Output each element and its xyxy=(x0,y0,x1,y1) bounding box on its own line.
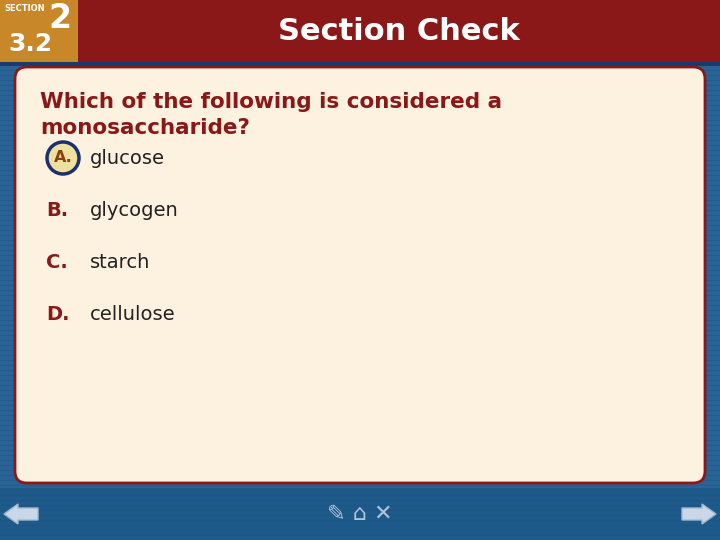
Bar xyxy=(0,62,720,66)
FancyBboxPatch shape xyxy=(15,67,705,483)
Text: 3.2: 3.2 xyxy=(8,32,52,56)
FancyArrow shape xyxy=(4,504,38,524)
Text: A.: A. xyxy=(53,151,73,165)
Bar xyxy=(0,0,78,62)
Text: Which of the following is considered a: Which of the following is considered a xyxy=(40,92,502,112)
Text: 2: 2 xyxy=(48,2,71,35)
Text: glucose: glucose xyxy=(90,148,165,167)
Circle shape xyxy=(47,142,79,174)
Bar xyxy=(0,488,720,540)
Bar xyxy=(0,0,720,62)
FancyArrow shape xyxy=(682,504,716,524)
Text: glycogen: glycogen xyxy=(90,200,179,219)
Text: SECTION: SECTION xyxy=(4,4,45,13)
Text: B.: B. xyxy=(46,200,68,219)
Text: starch: starch xyxy=(90,253,150,272)
Text: D.: D. xyxy=(46,305,70,323)
Text: C.: C. xyxy=(46,253,68,272)
Text: monosaccharide?: monosaccharide? xyxy=(40,118,250,138)
Text: Section Check: Section Check xyxy=(278,17,520,45)
Text: ✎ ⌂ ✕: ✎ ⌂ ✕ xyxy=(327,504,393,524)
Text: cellulose: cellulose xyxy=(90,305,176,323)
